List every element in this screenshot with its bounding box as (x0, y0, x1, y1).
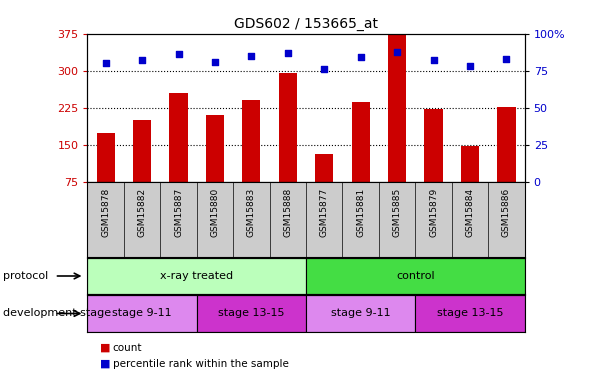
Point (502, 56, 511, 62)
Point (247, 53, 256, 59)
Text: GSM15881: GSM15881 (356, 188, 365, 237)
Text: stage 9-11: stage 9-11 (112, 309, 172, 318)
Text: stage 13-15: stage 13-15 (218, 309, 285, 318)
Text: development stage: development stage (3, 309, 111, 318)
Text: stage 9-11: stage 9-11 (331, 309, 391, 318)
Bar (87, 258, 306, 294)
Text: x-ray treated: x-ray treated (160, 271, 233, 281)
Text: GSM15882: GSM15882 (137, 188, 147, 237)
Text: GSM15879: GSM15879 (429, 188, 438, 237)
Text: control: control (396, 271, 435, 281)
Bar (197, 295, 306, 332)
Point (137, 57, 147, 63)
Bar (461, 146, 479, 182)
Point (356, 54, 365, 60)
Point (174, 51, 183, 57)
Text: ■: ■ (99, 359, 110, 369)
Title: GDS602 / 153665_at: GDS602 / 153665_at (234, 17, 378, 32)
Text: GSM15887: GSM15887 (174, 188, 183, 237)
Point (393, 48, 402, 54)
Bar (133, 120, 151, 182)
Text: stage 13-15: stage 13-15 (437, 309, 504, 318)
Text: GSM15888: GSM15888 (283, 188, 292, 237)
Text: GSM15883: GSM15883 (247, 188, 256, 237)
Bar (242, 100, 260, 182)
Point (283, 50, 292, 56)
Text: GSM15878: GSM15878 (101, 188, 110, 237)
Point (320, 66, 329, 72)
Bar (306, 295, 415, 332)
Bar (352, 102, 370, 182)
Bar (169, 93, 188, 182)
Point (210, 59, 219, 65)
Text: GSM15885: GSM15885 (393, 188, 402, 237)
Point (465, 63, 475, 69)
Text: percentile rank within the sample: percentile rank within the sample (113, 359, 289, 369)
Bar (206, 115, 224, 182)
Text: GSM15886: GSM15886 (502, 188, 511, 237)
Bar (388, 34, 406, 182)
Text: protocol: protocol (3, 271, 48, 281)
Point (101, 60, 110, 66)
Bar (87, 295, 197, 332)
Bar (315, 154, 333, 182)
Bar (279, 73, 297, 182)
Bar (497, 107, 516, 182)
Bar (306, 258, 525, 294)
Text: ■: ■ (99, 343, 110, 353)
Bar (96, 132, 115, 182)
Bar (415, 295, 525, 332)
Text: count: count (113, 343, 142, 353)
Text: GSM15877: GSM15877 (320, 188, 329, 237)
Point (429, 57, 438, 63)
Text: GSM15880: GSM15880 (210, 188, 219, 237)
Bar (425, 109, 443, 182)
Text: GSM15884: GSM15884 (466, 188, 475, 237)
